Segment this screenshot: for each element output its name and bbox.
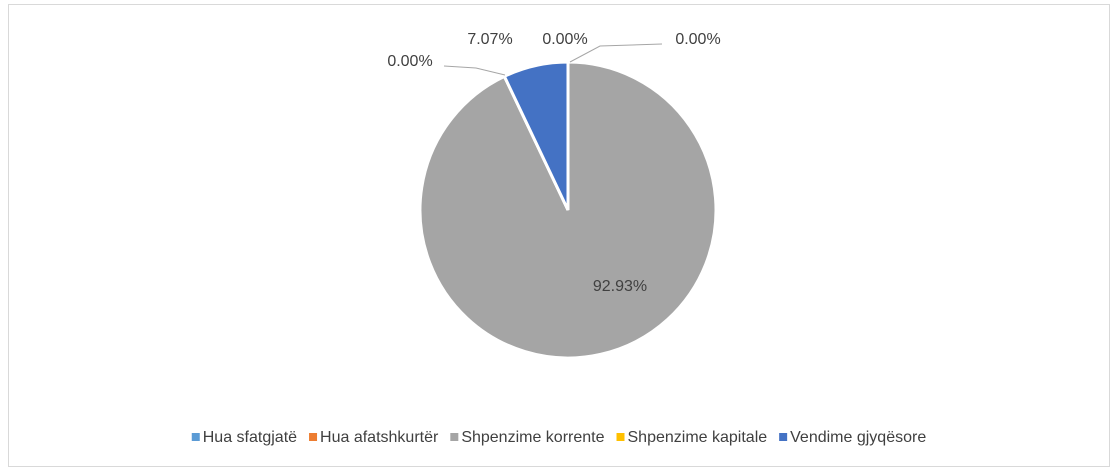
data-label: 0.00% <box>675 31 720 48</box>
pie-slice <box>502 60 570 211</box>
legend-label: Shpenzime korrente <box>461 429 604 446</box>
data-label: 92.93% <box>593 278 647 295</box>
legend-label: Shpenzime kapitale <box>628 429 768 446</box>
legend-label: Hua afatshkurtër <box>320 429 439 446</box>
legend-marker <box>309 433 318 441</box>
legend-marker <box>191 433 200 441</box>
legend-marker <box>616 433 625 441</box>
data-label: 0.00% <box>542 31 587 48</box>
legend-label: Vendime gjyqësore <box>790 429 926 446</box>
legend-marker <box>779 433 788 441</box>
legend-label: Hua sfatgjatë <box>203 429 297 446</box>
leader-line <box>443 65 506 76</box>
data-label: 7.07% <box>467 31 512 48</box>
legend-marker <box>450 433 459 441</box>
data-label: 0.00% <box>387 53 432 70</box>
leader-line <box>569 43 663 63</box>
